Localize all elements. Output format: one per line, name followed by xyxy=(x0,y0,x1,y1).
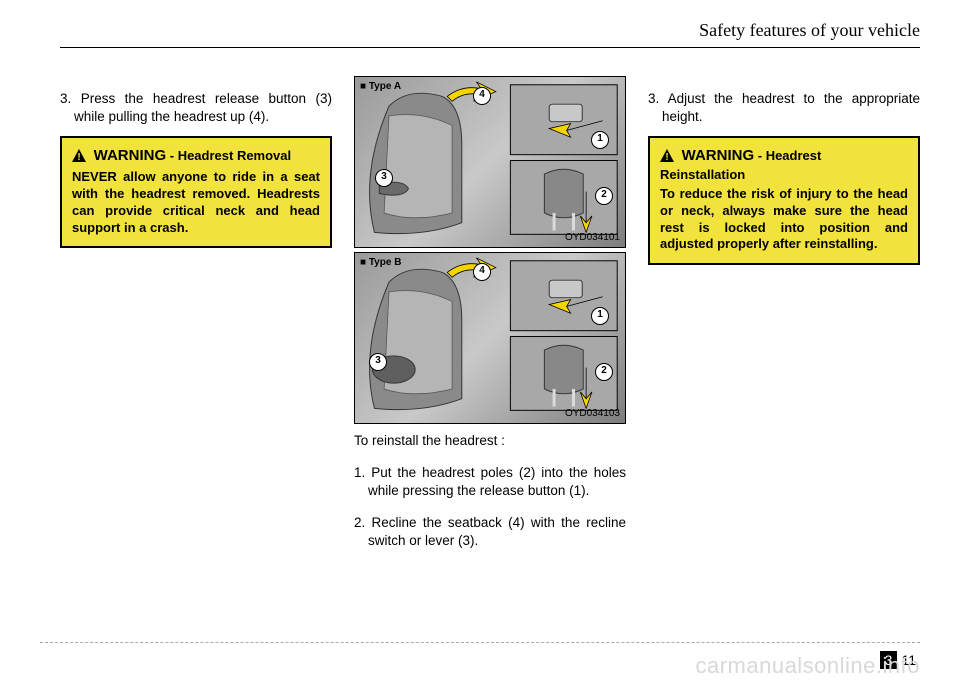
content-columns: 3. Press the headrest release button (3)… xyxy=(60,76,920,560)
warning-heading: ! WARNING - Headrest Removal xyxy=(72,146,320,167)
warning-subtitle: - Headrest Removal xyxy=(170,148,291,163)
figA-callout-4: 4 xyxy=(473,87,491,105)
section-header: Safety features of your vehicle xyxy=(60,20,920,48)
manual-page: Safety features of your vehicle 3. Press… xyxy=(0,0,960,689)
warning-heading-2: ! WARNING - Headrest Reinstallation xyxy=(660,146,908,184)
section-title: Safety features of your vehicle xyxy=(699,20,920,40)
figA-callout-2: 2 xyxy=(595,187,613,205)
figA-callout-3: 3 xyxy=(375,169,393,187)
figure-a-code: OYD034101 xyxy=(565,231,620,245)
footer-separator xyxy=(40,642,920,643)
svg-text:!: ! xyxy=(665,152,668,162)
col2-step2: 2. Recline the seatback (4) with the rec… xyxy=(354,514,626,550)
figure-b-illustration xyxy=(355,253,625,418)
col1-step3: 3. Press the headrest release button (3)… xyxy=(60,90,332,126)
warning-title: WARNING xyxy=(94,147,167,164)
figA-callout-1: 1 xyxy=(591,131,609,149)
warning-box-removal: ! WARNING - Headrest Removal NEVER allow… xyxy=(60,136,332,248)
reinstall-intro: To reinstall the headrest : xyxy=(354,432,626,450)
watermark: carmanualsonline.info xyxy=(695,653,920,679)
figure-b-code: OYD034103 xyxy=(565,407,620,421)
warning-box-reinstall: ! WARNING - Headrest Reinstallation To r… xyxy=(648,136,920,265)
column-3: 3. Adjust the headrest to the appro­pria… xyxy=(648,76,920,560)
column-1: 3. Press the headrest release button (3)… xyxy=(60,76,332,560)
col2-step1: 1. Put the headrest poles (2) into the h… xyxy=(354,464,626,500)
figB-callout-1: 1 xyxy=(591,307,609,325)
figure-type-b: ■ Type B 4 1 3 2 xyxy=(354,252,626,424)
warning-body-2: To reduce the risk of injury to the head… xyxy=(660,186,908,254)
column-2: ■ Type A xyxy=(354,76,626,560)
figB-callout-2: 2 xyxy=(595,363,613,381)
col3-step3: 3. Adjust the headrest to the appro­pria… xyxy=(648,90,920,126)
warning-body: NEVER allow anyone to ride in a seat wit… xyxy=(72,169,320,237)
figB-callout-4: 4 xyxy=(473,263,491,281)
svg-text:!: ! xyxy=(77,152,80,162)
figure-type-a: ■ Type A xyxy=(354,76,626,248)
warning-icon: ! xyxy=(72,149,86,167)
figB-callout-3: 3 xyxy=(369,353,387,371)
figure-a-illustration xyxy=(355,77,625,242)
warning-title-2: WARNING xyxy=(682,147,755,164)
warning-icon: ! xyxy=(660,149,674,167)
